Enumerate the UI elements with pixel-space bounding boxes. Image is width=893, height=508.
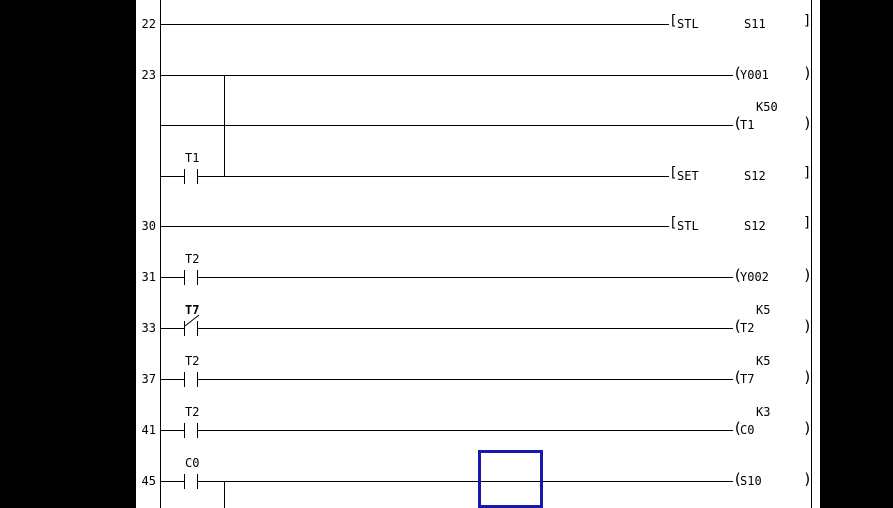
coil-open-paren: ( <box>733 419 743 437</box>
rung-number: 31 <box>141 270 156 284</box>
rung-number: 33 <box>141 321 156 335</box>
rung-wire-left <box>160 277 184 278</box>
rung-wire-right <box>198 430 733 431</box>
coil-preset-value: K3 <box>756 405 771 419</box>
rung-number: 37 <box>141 372 156 386</box>
rung-wire-left <box>160 379 184 380</box>
bracket-open: [ <box>669 215 678 231</box>
coil-close-paren: ) <box>803 419 813 437</box>
instruction-operand: S12 <box>744 219 766 233</box>
contact-no-T2[interactable] <box>184 372 198 387</box>
rung-wire <box>160 24 669 25</box>
contact-no-T2[interactable] <box>184 270 198 285</box>
rung-wire-right <box>198 176 669 177</box>
coil-operand: T1 <box>740 118 755 132</box>
rung-wire-left <box>160 328 184 329</box>
contact-no-T1[interactable] <box>184 169 198 184</box>
coil-close-paren: ) <box>803 470 813 488</box>
instruction-opcode: SET <box>677 169 699 183</box>
rung-wire-right <box>198 328 733 329</box>
rung-number: 23 <box>141 68 156 82</box>
contact-label: T1 <box>185 151 200 165</box>
rung-wire <box>160 75 733 76</box>
coil-open-paren: ( <box>733 317 743 335</box>
coil-open-paren: ( <box>733 368 743 386</box>
coil-operand: Y002 <box>740 270 769 284</box>
contact-label: T7 <box>185 303 200 317</box>
coil-close-paren: ) <box>803 317 813 335</box>
coil-preset-value: K5 <box>756 303 771 317</box>
coil-close-paren: ) <box>803 266 813 284</box>
instruction-operand: S11 <box>744 17 766 31</box>
rung-wire <box>160 125 733 126</box>
ladder-canvas[interactable]: 22[STL S11] 23(Y001) K50(T1) T1[SET S12] 30[ST… <box>136 0 820 508</box>
coil-operand: C0 <box>740 423 755 437</box>
coil-close-paren: ) <box>803 368 813 386</box>
bracket-close: ] <box>803 165 812 181</box>
rung-wire-right <box>198 379 733 380</box>
coil-operand: T2 <box>740 321 755 335</box>
coil-preset-value: K5 <box>756 354 771 368</box>
rung-number: 45 <box>141 474 156 488</box>
coil-operand: T7 <box>740 372 755 386</box>
coil-close-paren: ) <box>803 114 813 132</box>
contact-no-C0[interactable] <box>184 474 198 489</box>
bracket-close: ] <box>803 215 812 231</box>
contact-label: C0 <box>185 456 200 470</box>
branch-rung-45 <box>224 481 225 508</box>
rung-wire-left <box>160 176 184 177</box>
contact-label: T2 <box>185 405 200 419</box>
contact-nc-T7[interactable] <box>184 314 200 336</box>
rung-number: 41 <box>141 423 156 437</box>
instruction-opcode: STL <box>677 17 699 31</box>
coil-open-paren: ( <box>733 470 743 488</box>
rung-wire-right <box>198 277 733 278</box>
rung-number: 22 <box>141 17 156 31</box>
coil-open-paren: ( <box>733 266 743 284</box>
contact-label: T2 <box>185 354 200 368</box>
rung-number: 30 <box>141 219 156 233</box>
selection-cursor[interactable] <box>478 450 543 508</box>
coil-open-paren: ( <box>733 114 743 132</box>
coil-open-paren: ( <box>733 64 743 82</box>
letterbox-left <box>0 0 136 508</box>
letterbox-right <box>820 0 893 508</box>
coil-operand: S10 <box>740 474 762 488</box>
coil-operand: Y001 <box>740 68 769 82</box>
instruction-opcode: STL <box>677 219 699 233</box>
right-power-rail <box>811 0 812 508</box>
bracket-open: [ <box>669 165 678 181</box>
rung-wire-left <box>160 430 184 431</box>
contact-no-T2[interactable] <box>184 423 198 438</box>
rung-wire <box>160 226 669 227</box>
coil-preset-value: K50 <box>756 100 778 114</box>
instruction-operand: S12 <box>744 169 766 183</box>
coil-close-paren: ) <box>803 64 813 82</box>
rung-wire-left <box>160 481 184 482</box>
bracket-open: [ <box>669 13 678 29</box>
contact-label: T2 <box>185 252 200 266</box>
bracket-close: ] <box>803 13 812 29</box>
left-power-rail <box>160 0 161 508</box>
rung-wire-right <box>198 481 733 482</box>
branch-rung-23 <box>224 75 225 176</box>
